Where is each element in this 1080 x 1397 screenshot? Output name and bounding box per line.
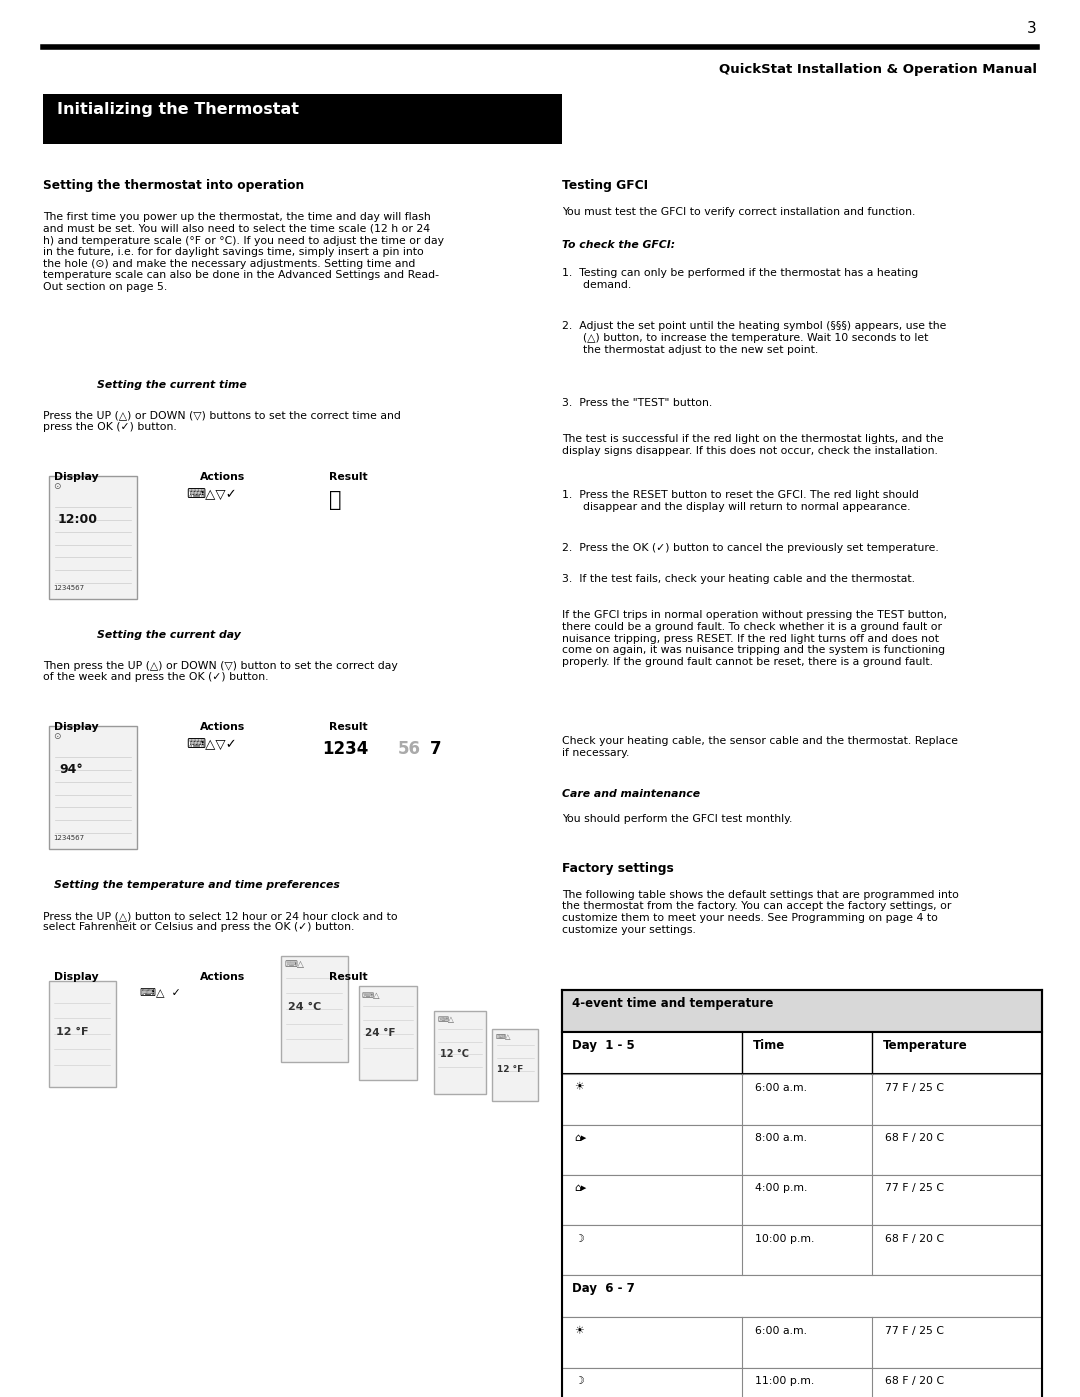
Text: ⌨△: ⌨△ — [362, 990, 380, 1000]
Text: 24 °F: 24 °F — [365, 1028, 395, 1038]
Text: Display: Display — [54, 722, 98, 732]
Text: ⌨△▽✓: ⌨△▽✓ — [186, 738, 237, 750]
Text: 7: 7 — [430, 740, 442, 759]
Text: You should perform the GFCI test monthly.: You should perform the GFCI test monthly… — [562, 814, 792, 824]
Text: ⊙: ⊙ — [53, 482, 60, 490]
Text: Then press the UP (△) or DOWN (▽) button to set the correct day
of the week and : Then press the UP (△) or DOWN (▽) button… — [43, 661, 397, 682]
Text: Display: Display — [54, 472, 98, 482]
Text: Setting the current day: Setting the current day — [97, 630, 241, 640]
Text: 1234567: 1234567 — [53, 835, 84, 841]
Text: 2.  Press the OK (✓) button to cancel the previously set temperature.: 2. Press the OK (✓) button to cancel the… — [562, 543, 939, 553]
Text: 1234567: 1234567 — [53, 585, 84, 591]
Text: ⌨△  ✓: ⌨△ ✓ — [140, 988, 181, 997]
Text: 94°: 94° — [59, 763, 83, 775]
FancyBboxPatch shape — [562, 1125, 1042, 1175]
Text: Factory settings: Factory settings — [562, 862, 673, 875]
FancyBboxPatch shape — [49, 726, 137, 849]
FancyBboxPatch shape — [43, 94, 562, 144]
Text: Press the UP (△) button to select 12 hour or 24 hour clock and to
select Fahrenh: Press the UP (△) button to select 12 hou… — [43, 911, 397, 932]
Text: 11:00 p.m.: 11:00 p.m. — [755, 1376, 814, 1386]
FancyBboxPatch shape — [492, 1028, 538, 1101]
Text: 68 F / 20 C: 68 F / 20 C — [885, 1376, 944, 1386]
Text: Actions: Actions — [200, 722, 245, 732]
Text: 8:00 a.m.: 8:00 a.m. — [755, 1133, 807, 1143]
Text: ☀: ☀ — [575, 1326, 584, 1336]
Text: ⌨△▽✓: ⌨△▽✓ — [186, 488, 237, 500]
Text: Actions: Actions — [200, 472, 245, 482]
FancyBboxPatch shape — [562, 1175, 1042, 1225]
Text: 4:00 p.m.: 4:00 p.m. — [755, 1183, 807, 1193]
Text: 77 F / 25 C: 77 F / 25 C — [885, 1083, 944, 1092]
Text: Testing GFCI: Testing GFCI — [562, 179, 648, 191]
Text: You must test the GFCI to verify correct installation and function.: You must test the GFCI to verify correct… — [562, 207, 915, 217]
Text: 77 F / 25 C: 77 F / 25 C — [885, 1183, 944, 1193]
Text: 2.  Adjust the set point until the heating symbol (§§§) appears, use the
      (: 2. Adjust the set point until the heatin… — [562, 321, 946, 355]
Text: ⌨△: ⌨△ — [496, 1032, 511, 1039]
Text: Care and maintenance: Care and maintenance — [562, 789, 700, 799]
Text: If the GFCI trips in normal operation without pressing the TEST button,
there co: If the GFCI trips in normal operation wi… — [562, 610, 947, 666]
Text: QuickStat Installation & Operation Manual: QuickStat Installation & Operation Manua… — [719, 63, 1037, 75]
Text: Press the UP (△) or DOWN (▽) buttons to set the correct time and
press the OK (✓: Press the UP (△) or DOWN (▽) buttons to … — [43, 411, 401, 432]
Text: 68 F / 20 C: 68 F / 20 C — [885, 1133, 944, 1143]
Text: Display: Display — [54, 972, 98, 982]
Text: 1.  Testing can only be performed if the thermostat has a heating
      demand.: 1. Testing can only be performed if the … — [562, 268, 918, 289]
Text: Result: Result — [329, 972, 368, 982]
FancyBboxPatch shape — [49, 981, 116, 1087]
Text: Day  6 - 7: Day 6 - 7 — [572, 1282, 635, 1295]
FancyBboxPatch shape — [562, 1317, 1042, 1368]
Text: ☽: ☽ — [575, 1234, 584, 1243]
Text: Setting the current time: Setting the current time — [97, 380, 247, 390]
Text: ⊙: ⊙ — [53, 732, 60, 740]
Text: Result: Result — [329, 722, 368, 732]
Text: ⌂▸: ⌂▸ — [575, 1183, 586, 1193]
Text: 12 °C: 12 °C — [440, 1049, 469, 1059]
Text: ⌨△: ⌨△ — [284, 960, 303, 968]
Text: 56: 56 — [397, 740, 420, 759]
Text: 77 F / 25 C: 77 F / 25 C — [885, 1326, 944, 1336]
Text: 10:00 p.m.: 10:00 p.m. — [755, 1234, 814, 1243]
Text: The first time you power up the thermostat, the time and day will flash
and must: The first time you power up the thermost… — [43, 212, 444, 292]
Text: ⌂▸: ⌂▸ — [575, 1133, 586, 1143]
Text: 68 F / 20 C: 68 F / 20 C — [885, 1234, 944, 1243]
FancyBboxPatch shape — [562, 1225, 1042, 1275]
Text: The following table shows the default settings that are programmed into
the ther: The following table shows the default se… — [562, 890, 958, 935]
Text: Actions: Actions — [200, 972, 245, 982]
Text: 3.  If the test fails, check your heating cable and the thermostat.: 3. If the test fails, check your heating… — [562, 574, 915, 584]
Text: ☽: ☽ — [575, 1376, 584, 1386]
FancyBboxPatch shape — [49, 476, 137, 599]
Text: 6:00 a.m.: 6:00 a.m. — [755, 1083, 807, 1092]
Text: Temperature: Temperature — [882, 1039, 967, 1052]
Text: ☀: ☀ — [575, 1083, 584, 1092]
Text: 4-event time and temperature: 4-event time and temperature — [572, 997, 773, 1010]
FancyBboxPatch shape — [434, 1011, 486, 1094]
Text: Result: Result — [329, 472, 368, 482]
Text: The test is successful if the red light on the thermostat lights, and the
displa: The test is successful if the red light … — [562, 434, 943, 455]
FancyBboxPatch shape — [562, 1032, 1042, 1074]
Text: 24 °C: 24 °C — [288, 1002, 322, 1011]
Text: Time: Time — [753, 1039, 785, 1052]
FancyBboxPatch shape — [281, 956, 348, 1062]
FancyBboxPatch shape — [562, 1275, 1042, 1317]
Text: Setting the thermostat into operation: Setting the thermostat into operation — [43, 179, 305, 191]
Text: Day  1 - 5: Day 1 - 5 — [572, 1039, 635, 1052]
Text: To check the GFCI:: To check the GFCI: — [562, 240, 675, 250]
FancyBboxPatch shape — [562, 1074, 1042, 1125]
Text: Initializing the Thermostat: Initializing the Thermostat — [57, 102, 299, 117]
FancyBboxPatch shape — [562, 990, 1042, 1032]
Text: 6:00 a.m.: 6:00 a.m. — [755, 1326, 807, 1336]
Text: 1.  Press the RESET button to reset the GFCI. The red light should
      disappe: 1. Press the RESET button to reset the G… — [562, 490, 918, 511]
FancyBboxPatch shape — [359, 986, 418, 1080]
Text: Check your heating cable, the sensor cable and the thermostat. Replace
if necess: Check your heating cable, the sensor cab… — [562, 736, 958, 757]
Text: ⌨△: ⌨△ — [437, 1016, 455, 1024]
Text: 12:00: 12:00 — [57, 513, 97, 525]
Text: 3.  Press the "TEST" button.: 3. Press the "TEST" button. — [562, 398, 712, 408]
Text: 12 °F: 12 °F — [56, 1027, 89, 1037]
Text: 12 °F: 12 °F — [497, 1065, 523, 1073]
Text: ⏰: ⏰ — [329, 490, 342, 510]
Text: 3: 3 — [1027, 21, 1037, 36]
Text: Setting the temperature and time preferences: Setting the temperature and time prefere… — [54, 880, 340, 890]
FancyBboxPatch shape — [562, 1368, 1042, 1397]
Text: 1234: 1234 — [322, 740, 368, 759]
